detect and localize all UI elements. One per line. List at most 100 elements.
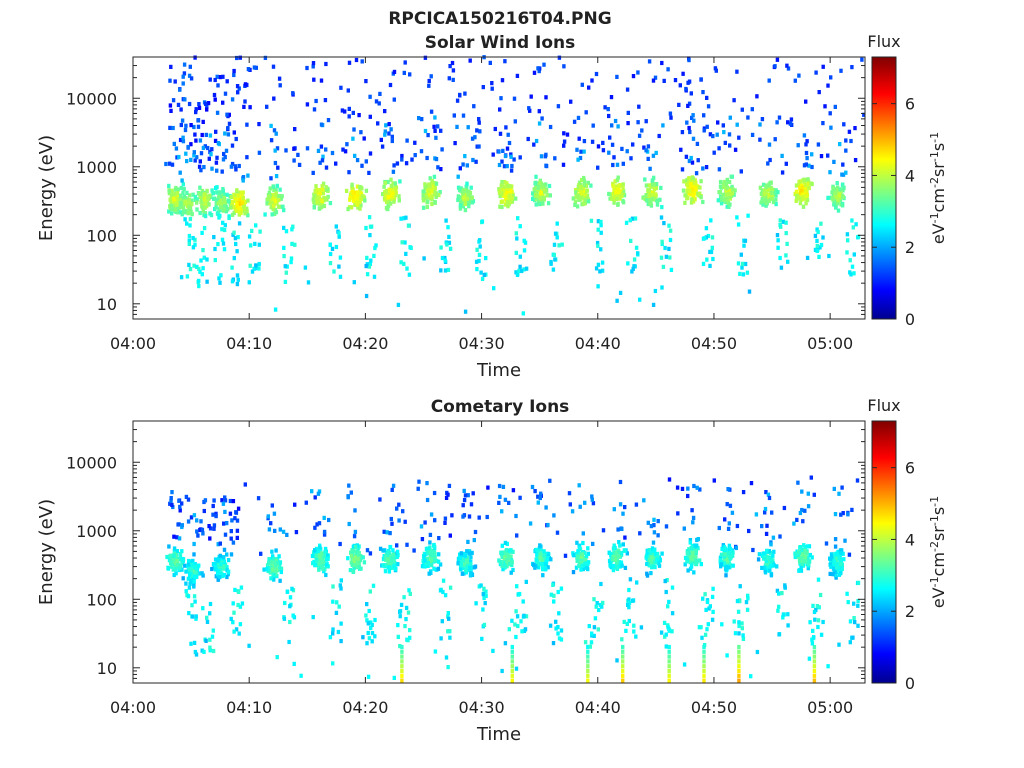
heatmap-cell [383, 194, 388, 199]
heatmap-cell [541, 567, 545, 572]
heatmap-cell [798, 559, 802, 564]
heatmap-cell [234, 510, 238, 515]
heatmap-cell [359, 566, 363, 571]
heatmap-cell [741, 636, 746, 641]
heatmap-cell [313, 525, 317, 530]
heatmap-cell [835, 568, 839, 573]
heatmap-cell [706, 622, 710, 627]
heatmap-cell [812, 609, 817, 615]
heatmap-cell [446, 492, 450, 497]
heatmap-cell [621, 188, 626, 193]
heatmap-cell [592, 597, 596, 602]
heatmap-cell [208, 536, 212, 541]
heatmap-cell [432, 549, 436, 554]
heatmap-cell [469, 569, 473, 574]
heatmap-cell [268, 567, 272, 572]
heatmap-cell [690, 508, 694, 513]
heatmap-cell [320, 187, 324, 192]
heatmap-cell [534, 138, 539, 144]
heatmap-cell [392, 552, 396, 557]
heatmap-cell [388, 201, 393, 206]
heatmap-cell [196, 118, 200, 123]
heatmap-cell [652, 175, 656, 180]
heatmap-cell [850, 65, 854, 70]
heatmap-cell [212, 92, 217, 98]
heatmap-cell [168, 125, 172, 130]
heatmap-cell [346, 88, 350, 93]
heatmap-cell [481, 607, 485, 612]
plot-frame [132, 56, 866, 320]
heatmap-cell [345, 142, 349, 147]
heatmap-cell [255, 266, 259, 271]
heatmap-cell [198, 159, 202, 164]
heatmap-cell [816, 142, 821, 147]
x-tick-label: 04:20 [342, 334, 388, 353]
heatmap-cell [724, 199, 728, 204]
heatmap-cell [503, 641, 508, 646]
heatmap-cell [617, 190, 621, 195]
heatmap-cell [271, 193, 275, 198]
heatmap-cell [554, 626, 558, 631]
heatmap-cell [406, 638, 410, 643]
heatmap-cell [239, 585, 244, 590]
heatmap-cell [701, 261, 706, 266]
heatmap-cell [501, 188, 505, 193]
heatmap-cell [225, 79, 229, 84]
heatmap-cell [778, 534, 782, 539]
heatmap-cell [697, 625, 702, 630]
heatmap-cell [616, 175, 620, 180]
heatmap-cell [232, 629, 236, 634]
heatmap-cell [198, 269, 202, 274]
heatmap-cell [220, 227, 224, 232]
heatmap-cell [214, 129, 218, 134]
heatmap-cell [786, 66, 791, 71]
heatmap-cell [277, 198, 281, 203]
heatmap-cell [447, 483, 452, 488]
heatmap-cell [368, 589, 372, 594]
heatmap-cell [463, 201, 467, 207]
heatmap-cell [420, 564, 425, 569]
heatmap-cell [702, 649, 706, 654]
heatmap-cell [538, 201, 542, 206]
heatmap-cell [238, 201, 243, 206]
heatmap-cell [221, 208, 226, 213]
heatmap-cell [284, 148, 288, 153]
heatmap-cell [193, 599, 197, 604]
heatmap-cell [809, 475, 813, 480]
heatmap-cell [544, 95, 548, 100]
heatmap-cell [775, 120, 779, 125]
heatmap-cell [272, 96, 276, 101]
heatmap-cell [845, 232, 850, 237]
heatmap-cell [438, 190, 442, 195]
heatmap-cell [331, 631, 335, 636]
heatmap-cell [351, 191, 355, 196]
heatmap-cell [428, 184, 432, 189]
heatmap-cell [517, 268, 521, 273]
heatmap-cell [189, 515, 194, 520]
heatmap-cell [223, 155, 227, 160]
heatmap-cell [667, 223, 671, 228]
heatmap-cell [291, 224, 295, 229]
heatmap-cell [615, 178, 620, 183]
heatmap-cell [466, 125, 470, 130]
heatmap-cell [621, 644, 625, 650]
heatmap-cell [461, 553, 465, 558]
heatmap-cell [447, 234, 451, 239]
heatmap-cell [459, 567, 463, 572]
heatmap-cell [524, 266, 529, 271]
heatmap-cell [339, 586, 343, 591]
heatmap-cell [398, 644, 402, 649]
heatmap-cell [582, 550, 587, 556]
heatmap-cell [269, 123, 273, 128]
heatmap-cell [429, 552, 433, 557]
heatmap-cell [272, 573, 276, 578]
heatmap-cell [610, 123, 614, 128]
heatmap-cell [387, 188, 392, 193]
heatmap-cell [462, 498, 467, 503]
heatmap-cell [611, 183, 615, 188]
heatmap-cell [347, 106, 351, 111]
heatmap-cell [170, 502, 174, 507]
heatmap-cell [615, 162, 620, 167]
heatmap-cell [440, 147, 444, 152]
heatmap-cell [355, 193, 359, 198]
